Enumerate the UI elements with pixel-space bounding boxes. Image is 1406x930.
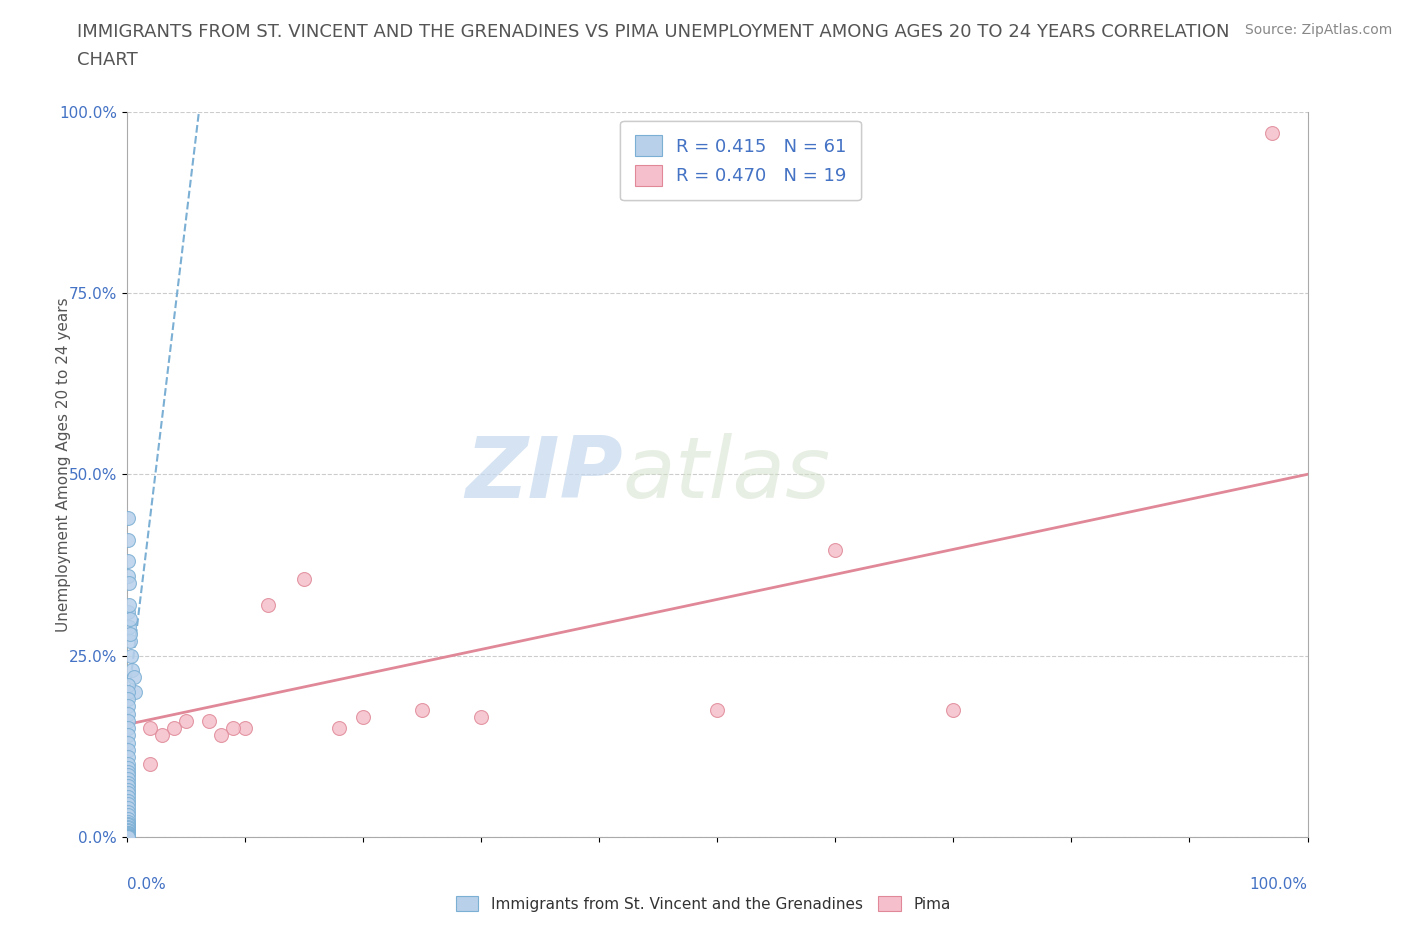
Point	[117, 772, 139, 787]
Point	[150, 728, 173, 743]
Point	[411, 703, 433, 718]
Point	[117, 750, 139, 764]
Point	[117, 827, 139, 842]
Point	[117, 713, 139, 728]
Point	[328, 721, 350, 736]
Point	[117, 830, 139, 844]
Point	[117, 830, 139, 844]
Point	[117, 821, 139, 836]
Point	[222, 721, 245, 736]
Point	[117, 829, 139, 844]
Point	[174, 713, 197, 728]
Point	[122, 670, 145, 684]
Point	[120, 627, 142, 642]
Text: Source: ZipAtlas.com: Source: ZipAtlas.com	[1244, 23, 1392, 37]
Point	[117, 776, 139, 790]
Point	[117, 826, 139, 841]
Text: 0.0%: 0.0%	[127, 877, 166, 892]
Point	[117, 786, 139, 801]
Legend: Immigrants from St. Vincent and the Grenadines, Pima: Immigrants from St. Vincent and the Gren…	[450, 889, 956, 918]
Point	[118, 597, 141, 612]
Point	[117, 757, 139, 772]
Point	[118, 619, 141, 634]
Point	[117, 793, 139, 808]
Text: Unemployment Among Ages 20 to 24 years: Unemployment Among Ages 20 to 24 years	[56, 298, 70, 632]
Point	[117, 808, 139, 823]
Point	[117, 761, 139, 776]
Point	[117, 811, 139, 827]
Point	[824, 543, 846, 558]
Point	[1261, 126, 1284, 140]
Point	[120, 648, 142, 663]
Point	[117, 706, 139, 721]
Legend: R = 0.415   N = 61, R = 0.470   N = 19: R = 0.415 N = 61, R = 0.470 N = 19	[620, 121, 860, 200]
Point	[117, 828, 139, 843]
Point	[117, 677, 139, 692]
Point	[117, 692, 139, 707]
Point	[198, 713, 221, 728]
Point	[117, 797, 139, 812]
Point	[124, 684, 146, 699]
Point	[120, 633, 142, 648]
Point	[117, 768, 139, 783]
Point	[117, 830, 139, 844]
Point	[117, 804, 139, 819]
Point	[117, 554, 139, 569]
Point	[121, 663, 143, 678]
Text: atlas: atlas	[623, 432, 831, 516]
Point	[117, 822, 139, 837]
Point	[117, 801, 139, 816]
Text: 100.0%: 100.0%	[1250, 877, 1308, 892]
Point	[139, 757, 162, 772]
Point	[470, 710, 492, 724]
Point	[117, 764, 139, 779]
Text: CHART: CHART	[77, 51, 138, 69]
Point	[117, 604, 139, 619]
Point	[117, 684, 139, 699]
Point	[942, 703, 965, 718]
Point	[117, 742, 139, 757]
Text: ZIP: ZIP	[465, 432, 623, 516]
Point	[117, 815, 139, 830]
Point	[292, 572, 315, 587]
Point	[117, 568, 139, 583]
Point	[117, 511, 139, 525]
Point	[117, 817, 139, 831]
Point	[139, 721, 162, 736]
Point	[117, 728, 139, 743]
Point	[209, 728, 232, 743]
Point	[117, 782, 139, 797]
Point	[352, 710, 374, 724]
Point	[117, 819, 139, 834]
Point	[117, 825, 139, 840]
Point	[233, 721, 256, 736]
Point	[120, 612, 142, 627]
Point	[163, 721, 186, 736]
Point	[706, 703, 728, 718]
Point	[117, 532, 139, 547]
Point	[117, 830, 139, 844]
Point	[257, 597, 280, 612]
Point	[117, 699, 139, 714]
Point	[117, 830, 139, 844]
Point	[117, 818, 139, 833]
Point	[117, 736, 139, 751]
Text: IMMIGRANTS FROM ST. VINCENT AND THE GRENADINES VS PIMA UNEMPLOYMENT AMONG AGES 2: IMMIGRANTS FROM ST. VINCENT AND THE GREN…	[77, 23, 1230, 41]
Point	[117, 824, 139, 839]
Point	[117, 721, 139, 736]
Point	[117, 790, 139, 804]
Point	[117, 778, 139, 793]
Point	[117, 828, 139, 843]
Point	[117, 830, 139, 844]
Point	[118, 576, 141, 591]
